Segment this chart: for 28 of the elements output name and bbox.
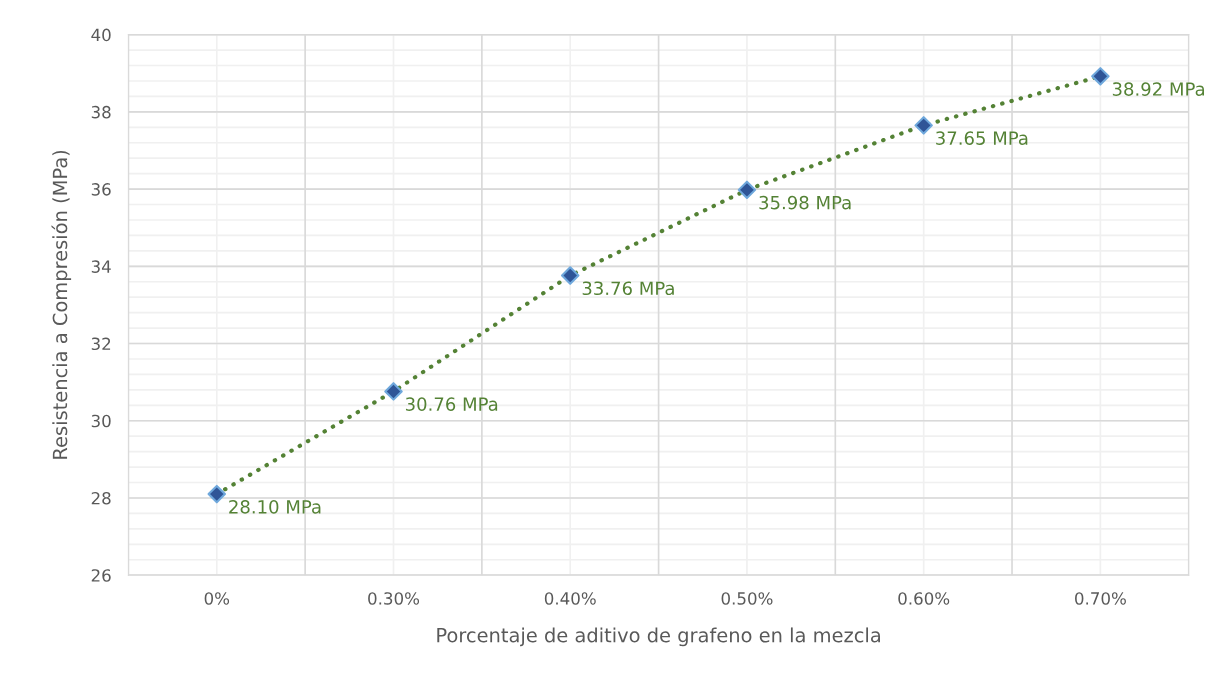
point <box>207 484 227 504</box>
point <box>914 116 933 135</box>
data-label: 28.10 MPa <box>229 499 321 514</box>
x-tick-label: 0.30% <box>368 592 420 605</box>
point <box>384 382 403 401</box>
y-tick-label: 40 <box>91 28 111 42</box>
x-tick-label: 0.50% <box>721 592 773 605</box>
y-tick-label: 30 <box>91 414 111 428</box>
x-tick-label: 0% <box>204 592 230 605</box>
data-label: 30.76 MPa <box>405 397 498 411</box>
y-tick-label: 28 <box>91 491 111 505</box>
y-axis-title: Resistencia a Compresión (MPa) <box>51 150 72 459</box>
x-tick-label: 0.70% <box>1075 592 1126 605</box>
y-tick-label: 34 <box>91 260 111 273</box>
data-label: 33.76 MPa <box>582 281 674 296</box>
data-label: 38.92 MPa <box>1112 82 1205 96</box>
x-axis-title: Porcentaje de aditivo de grafeno en la mezcla <box>437 627 880 647</box>
data-label: 35.98 MPa <box>759 195 851 210</box>
y-tick-label: 38 <box>91 105 111 119</box>
y-tick-label: 36 <box>91 183 111 196</box>
x-tick-label: 0.40% <box>544 592 596 605</box>
y-tick-label: 32 <box>91 337 111 351</box>
point <box>560 266 580 285</box>
point <box>737 180 757 200</box>
data-label: 37.65 MPa <box>936 131 1028 145</box>
point <box>1091 67 1110 86</box>
y-tick-label: 26 <box>91 569 111 582</box>
x-tick-label: 0.60% <box>898 592 950 605</box>
